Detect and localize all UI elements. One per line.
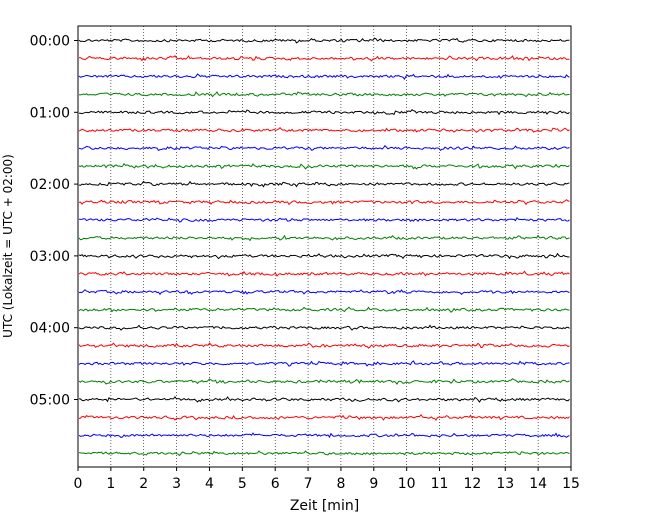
- trace-rows: [78, 37, 570, 457]
- trace-line: [78, 413, 570, 421]
- trace-line: [78, 396, 570, 403]
- trace-line: [78, 234, 570, 242]
- y-axis-ticks: 00:00 01:00 02:00 03:00 04:00 05:00: [30, 34, 78, 409]
- trace-line: [78, 306, 570, 313]
- trace-line: [78, 109, 570, 116]
- trace-line: [78, 342, 570, 349]
- x-tick-label: 15: [562, 476, 580, 492]
- y-tick-label: 02:00: [30, 177, 70, 193]
- plot-frame: [77, 25, 572, 468]
- x-tick-label: 3: [172, 476, 181, 492]
- x-tick-label: 10: [398, 476, 416, 492]
- trace-line: [78, 91, 570, 98]
- x-tick-label: 12: [463, 476, 481, 492]
- trace-line: [78, 324, 570, 331]
- trace-line: [78, 199, 570, 206]
- trace-line: [78, 450, 570, 457]
- x-tick-label: 8: [336, 476, 345, 492]
- x-tick-label: 4: [205, 476, 214, 492]
- x-tick-label: 0: [74, 476, 83, 492]
- y-tick-label: 04:00: [30, 321, 70, 337]
- x-tick-label: 6: [271, 476, 280, 492]
- trace-line: [78, 360, 570, 367]
- trace-line: [78, 37, 570, 44]
- trace-line: [78, 289, 570, 296]
- trace-line: [78, 144, 570, 152]
- x-axis-ticks: 0 1 2 3 4 5 6 7 8 9 10 11 12 13 14 15: [74, 467, 580, 492]
- trace-line: [78, 162, 570, 170]
- y-tick-label: 01:00: [30, 105, 70, 121]
- x-tick-label: 7: [304, 476, 313, 492]
- trace-line: [78, 432, 570, 439]
- trace-line: [78, 180, 570, 188]
- x-tick-label: 1: [106, 476, 115, 492]
- y-tick-label: 05:00: [30, 393, 70, 409]
- y-tick-label: 03:00: [30, 249, 70, 265]
- trace-line: [78, 55, 570, 62]
- x-tick-label: 9: [369, 476, 378, 492]
- x-tick-label: 14: [529, 476, 547, 492]
- trace-line: [78, 216, 570, 223]
- x-axis-label: Zeit [min]: [290, 498, 359, 514]
- trace-line: [78, 378, 570, 385]
- y-tick-label: 00:00: [30, 34, 70, 50]
- trace-line: [78, 270, 570, 277]
- x-tick-label: 5: [238, 476, 247, 492]
- trace-line: [78, 126, 570, 133]
- trace-line: [78, 73, 570, 80]
- trace-line: [78, 252, 570, 260]
- x-tick-label: 11: [431, 476, 449, 492]
- x-tick-label: 13: [496, 476, 514, 492]
- x-tick-label: 2: [139, 476, 148, 492]
- y-axis-label: UTC (Lokalzeit = UTC + 02:00): [1, 154, 15, 338]
